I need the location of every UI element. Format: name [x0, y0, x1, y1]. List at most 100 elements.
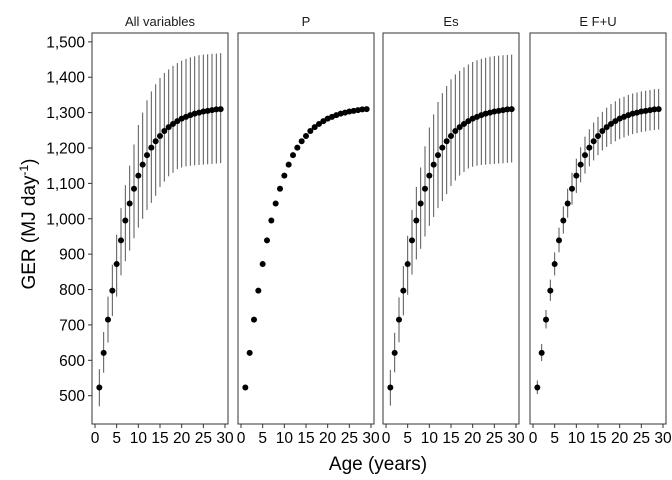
x-tick-label: 10 — [568, 430, 586, 447]
x-tick-label: 10 — [276, 430, 294, 447]
data-point — [655, 106, 662, 113]
data-point — [422, 185, 428, 192]
data-point — [564, 200, 571, 207]
data-point — [582, 152, 588, 159]
data-point — [264, 237, 270, 244]
data-point — [307, 128, 314, 135]
y-tick-label: 1,400 — [46, 70, 85, 87]
x-tick-label: 10 — [421, 430, 439, 447]
data-point — [290, 152, 296, 159]
data-point — [294, 144, 301, 151]
data-point — [246, 349, 253, 356]
data-point — [316, 120, 322, 127]
x-tick-label: 25 — [486, 430, 503, 447]
data-point — [126, 200, 133, 207]
x-tick-label: 5 — [258, 430, 267, 447]
x-tick-label: 30 — [507, 430, 525, 447]
y-tick-label: 600 — [59, 353, 85, 370]
y-tick-label: 1,500 — [46, 34, 85, 51]
data-point — [165, 124, 172, 131]
facet-strip-label: E F+U — [579, 14, 616, 29]
data-point — [242, 384, 249, 391]
data-point — [118, 237, 124, 244]
data-point — [413, 217, 420, 224]
x-tick-label: 20 — [464, 430, 482, 447]
data-point — [452, 128, 459, 135]
facet-panel: Es — [382, 14, 520, 425]
x-tick-label: 15 — [442, 430, 459, 447]
x-tick-label: 15 — [297, 430, 314, 447]
x-tick-label: 25 — [633, 430, 650, 447]
y-axis-title-superscript: -1 — [17, 164, 31, 175]
data-point — [560, 217, 567, 224]
data-point — [298, 138, 305, 145]
facet-panel: All variables — [91, 14, 229, 425]
x-tick-label: 10 — [130, 430, 148, 447]
data-point — [148, 144, 155, 151]
data-point — [387, 384, 394, 391]
facet-panel: P — [237, 14, 375, 425]
x-tick-label: 25 — [195, 430, 212, 447]
facet-panel: E F+U — [529, 14, 667, 425]
data-point — [131, 185, 137, 192]
data-point — [96, 384, 103, 391]
data-point — [409, 237, 415, 244]
data-point — [508, 106, 515, 113]
data-point — [543, 316, 549, 323]
x-tick-label: 15 — [151, 430, 168, 447]
data-point — [100, 349, 107, 356]
x-tick-label: 20 — [319, 430, 337, 447]
data-point — [157, 132, 163, 139]
data-point — [538, 349, 545, 356]
y-tick-label: 500 — [59, 388, 85, 405]
data-point — [135, 172, 142, 179]
data-point — [430, 161, 437, 168]
data-point — [363, 106, 370, 113]
data-point — [439, 144, 446, 151]
data-point — [113, 261, 120, 268]
data-point — [311, 124, 318, 131]
data-point — [400, 287, 407, 294]
data-point — [217, 106, 224, 113]
data-point — [122, 217, 129, 224]
data-point — [251, 316, 257, 323]
x-axes: 0 5 10 15 20 25 30 0 5 10 15 20 25 30 0 5 10 15 20 25 30 0 5 10… — [91, 424, 672, 447]
x-tick-label: 0 — [382, 430, 391, 447]
data-point — [105, 316, 111, 323]
y-tick-label: 800 — [59, 282, 85, 299]
facet-strip-label: Es — [443, 14, 459, 29]
data-point — [359, 106, 366, 113]
data-point — [577, 161, 584, 168]
x-axis: 0 5 10 15 20 25 30 — [529, 424, 672, 447]
data-point — [651, 106, 658, 113]
panel-border — [237, 32, 375, 425]
data-point — [417, 200, 424, 207]
x-axis-title: Age (years) — [329, 454, 427, 475]
data-point — [285, 161, 292, 168]
data-point — [551, 261, 558, 268]
x-axis: 0 5 10 15 20 25 30 — [382, 424, 525, 447]
x-tick-label: 5 — [403, 430, 412, 447]
data-point — [144, 152, 150, 159]
data-point — [277, 185, 283, 192]
x-tick-label: 0 — [91, 430, 100, 447]
data-point — [586, 144, 593, 151]
data-point — [272, 200, 279, 207]
facet-panels: All variables P Es E F+U — [91, 14, 667, 425]
y-tick-label: 1,000 — [46, 211, 85, 228]
data-point — [590, 138, 597, 145]
data-point — [456, 124, 463, 131]
x-tick-label: 25 — [341, 430, 358, 447]
y-tick-label: 1,200 — [46, 141, 85, 158]
facet-strip-label: P — [302, 14, 311, 29]
data-point — [608, 120, 614, 127]
data-point — [547, 287, 554, 294]
x-tick-label: 5 — [550, 430, 559, 447]
data-point — [599, 128, 606, 135]
y-axis-title-close: ) — [19, 158, 40, 164]
data-point — [595, 132, 601, 139]
data-point — [435, 152, 441, 159]
data-point — [573, 172, 580, 179]
x-tick-label: 15 — [589, 430, 606, 447]
